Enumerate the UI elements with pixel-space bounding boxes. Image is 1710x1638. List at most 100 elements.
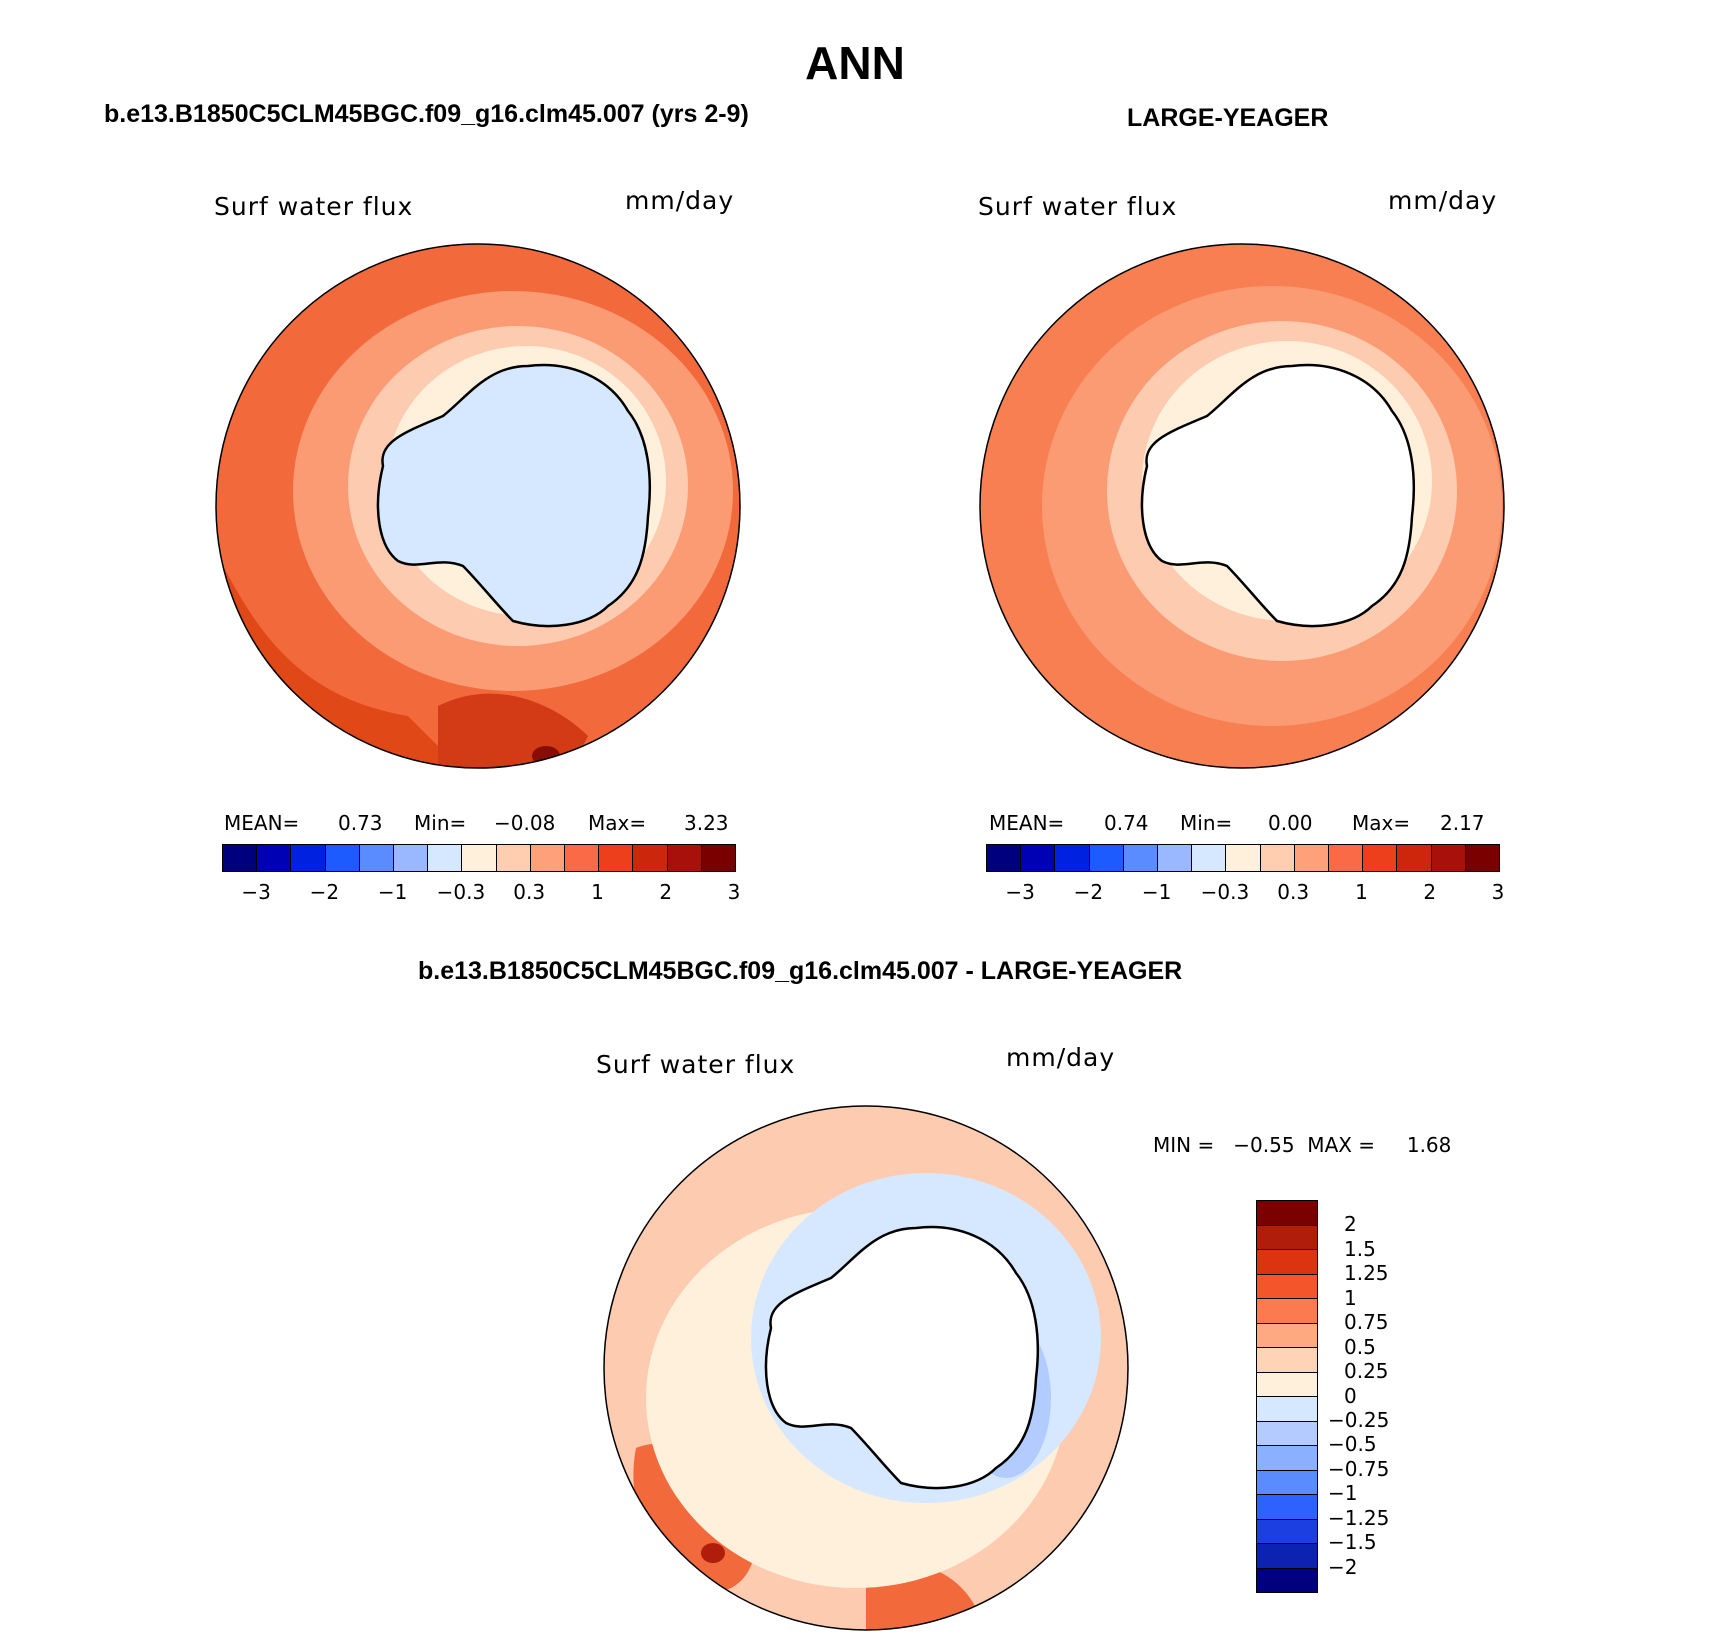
left-min-value: −0.08 bbox=[494, 811, 556, 835]
colorbar-tick-label: −0.5 bbox=[1328, 1432, 1377, 1457]
colorbar-tick-label: 0.3 bbox=[513, 880, 546, 904]
colorbar-tick-label: 0.75 bbox=[1344, 1310, 1389, 1335]
colorbar-swatch bbox=[1257, 1250, 1317, 1275]
colorbar-swatch bbox=[1257, 1323, 1317, 1348]
left-min-label: Min= bbox=[414, 811, 467, 835]
colorbar-tick-label: 1 bbox=[1344, 1285, 1357, 1310]
right-var-label: Surf water flux bbox=[978, 192, 1178, 221]
right-map bbox=[979, 243, 1505, 769]
diff-map-antarctica bbox=[764, 1225, 1040, 1490]
colorbar-swatch bbox=[1363, 845, 1398, 871]
colorbar-tick-label: −1.25 bbox=[1328, 1505, 1390, 1530]
colorbar-tick-label: −2 bbox=[1328, 1554, 1358, 1579]
colorbar-tick-label: 0 bbox=[1344, 1383, 1357, 1408]
colorbar-swatch bbox=[1055, 845, 1090, 871]
right-map-antarctica bbox=[1140, 363, 1416, 628]
left-colorbar-ticks: −3 −2 −1 −0.3 0.3 1 2 3 bbox=[222, 880, 740, 906]
colorbar-swatch bbox=[530, 845, 566, 871]
colorbar-swatch bbox=[1257, 1470, 1317, 1495]
colorbar-swatch bbox=[257, 845, 292, 871]
colorbar-swatch bbox=[1257, 1397, 1317, 1422]
right-panel-heading: LARGE-YEAGER bbox=[1127, 104, 1329, 132]
diff-panel-heading: b.e13.B1850C5CLM45BGC.f09_g16.clm45.007 … bbox=[418, 957, 1183, 985]
right-mean-label: MEAN= bbox=[989, 811, 1065, 835]
right-max-value: 2.17 bbox=[1440, 811, 1485, 835]
right-max-label: Max= bbox=[1352, 811, 1411, 835]
colorbar-swatch bbox=[1257, 1201, 1317, 1226]
colorbar-swatch bbox=[1158, 845, 1193, 871]
colorbar-tick-label: 1.5 bbox=[1344, 1236, 1376, 1261]
colorbar-swatch bbox=[1257, 1421, 1317, 1446]
colorbar-tick-label: −1 bbox=[1328, 1481, 1358, 1506]
colorbar-tick-label: 2 bbox=[1344, 1212, 1357, 1237]
left-mean-label: MEAN= bbox=[224, 811, 300, 835]
colorbar-swatch bbox=[1329, 845, 1364, 871]
colorbar-tick-label: −3 bbox=[1005, 880, 1035, 904]
colorbar-swatch bbox=[1257, 1544, 1317, 1569]
colorbar-tick-label: 3 bbox=[727, 880, 741, 904]
colorbar-swatch bbox=[359, 845, 395, 871]
colorbar-swatch bbox=[1257, 1446, 1317, 1471]
colorbar-swatch bbox=[1260, 845, 1295, 871]
colorbar-swatch bbox=[1257, 1348, 1317, 1373]
colorbar-tick-label: 1 bbox=[591, 880, 604, 904]
colorbar-tick-label: 2 bbox=[659, 880, 673, 904]
colorbar-swatch bbox=[1257, 1274, 1317, 1299]
colorbar-swatch bbox=[325, 845, 360, 871]
colorbar-swatch bbox=[1257, 1372, 1317, 1397]
left-map bbox=[215, 243, 741, 769]
colorbar-swatch bbox=[223, 845, 258, 871]
colorbar-swatch bbox=[496, 845, 531, 871]
left-max-label: Max= bbox=[588, 811, 647, 835]
colorbar-swatch bbox=[667, 845, 702, 871]
colorbar-swatch bbox=[1257, 1225, 1317, 1250]
left-map-antarctica bbox=[376, 363, 652, 628]
colorbar-swatch bbox=[1257, 1299, 1317, 1324]
colorbar-swatch bbox=[462, 845, 497, 871]
colorbar-swatch bbox=[1465, 845, 1500, 871]
colorbar-swatch bbox=[291, 845, 326, 871]
left-colorbar bbox=[222, 844, 736, 872]
colorbar-swatch bbox=[1294, 845, 1330, 871]
colorbar-swatch bbox=[394, 845, 429, 871]
right-colorbar bbox=[986, 844, 1500, 872]
right-mean-value: 0.74 bbox=[1104, 811, 1149, 835]
colorbar-tick-label: −0.3 bbox=[436, 880, 486, 904]
left-mean-value: 0.73 bbox=[338, 811, 383, 835]
colorbar-tick-label: 3 bbox=[1491, 880, 1505, 904]
diff-var-label: Surf water flux bbox=[596, 1050, 796, 1079]
colorbar-swatch bbox=[1089, 845, 1124, 871]
colorbar-swatch bbox=[1431, 845, 1466, 871]
page-title: ANN bbox=[805, 37, 905, 89]
diff-colorbar-ticks: 2 1.5 1.25 1 0.75 0.5 0.25 0 −0.25 −0.5 −0.75 −1 −1.… bbox=[1328, 1200, 1418, 1591]
colorbar-tick-label: 1.25 bbox=[1344, 1261, 1389, 1286]
colorbar-swatch bbox=[987, 845, 1022, 871]
colorbar-swatch bbox=[1123, 845, 1159, 871]
colorbar-swatch bbox=[1257, 1519, 1317, 1544]
left-var-label: Surf water flux bbox=[214, 192, 414, 221]
colorbar-tick-label: 0.5 bbox=[1344, 1334, 1376, 1359]
left-max-value: 3.23 bbox=[684, 811, 729, 835]
colorbar-swatch bbox=[701, 845, 736, 871]
right-colorbar-ticks: −3 −2 −1 −0.3 0.3 1 2 3 bbox=[986, 880, 1504, 906]
colorbar-tick-label: 0.3 bbox=[1277, 880, 1310, 904]
colorbar-tick-label: 2 bbox=[1423, 880, 1437, 904]
right-min-value: 0.00 bbox=[1268, 811, 1313, 835]
colorbar-swatch bbox=[1257, 1568, 1317, 1592]
colorbar-tick-label: −3 bbox=[241, 880, 271, 904]
left-units-label: mm/day bbox=[625, 186, 735, 215]
right-units-label: mm/day bbox=[1388, 186, 1498, 215]
colorbar-swatch bbox=[565, 845, 600, 871]
colorbar-swatch bbox=[428, 845, 463, 871]
colorbar-tick-label: −1 bbox=[377, 880, 408, 904]
colorbar-swatch bbox=[1021, 845, 1056, 871]
colorbar-tick-label: −0.3 bbox=[1200, 880, 1250, 904]
colorbar-swatch bbox=[633, 845, 668, 871]
diff-map-darkest-spot-left bbox=[701, 1543, 725, 1563]
diff-min-max: MIN = −0.55 MAX = 1.68 bbox=[1153, 1133, 1452, 1157]
colorbar-tick-label: −1.5 bbox=[1328, 1530, 1377, 1555]
colorbar-swatch bbox=[1192, 845, 1227, 871]
colorbar-tick-label: 0.25 bbox=[1344, 1359, 1389, 1384]
colorbar-swatch bbox=[599, 845, 634, 871]
left-panel-heading: b.e13.B1850C5CLM45BGC.f09_g16.clm45.007 … bbox=[104, 100, 749, 128]
